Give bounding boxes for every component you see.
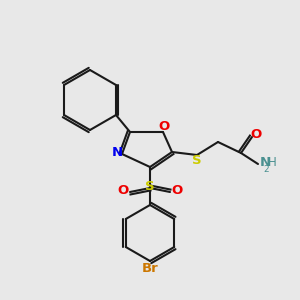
Text: N: N xyxy=(260,157,271,169)
Text: S: S xyxy=(192,154,202,167)
Text: H: H xyxy=(268,157,277,169)
Text: 2: 2 xyxy=(263,164,269,173)
Text: O: O xyxy=(250,128,262,140)
Text: O: O xyxy=(158,121,169,134)
Text: O: O xyxy=(171,184,183,197)
Text: Br: Br xyxy=(142,262,158,275)
Text: N: N xyxy=(111,146,123,160)
Text: O: O xyxy=(117,184,129,197)
Text: S: S xyxy=(145,181,155,194)
